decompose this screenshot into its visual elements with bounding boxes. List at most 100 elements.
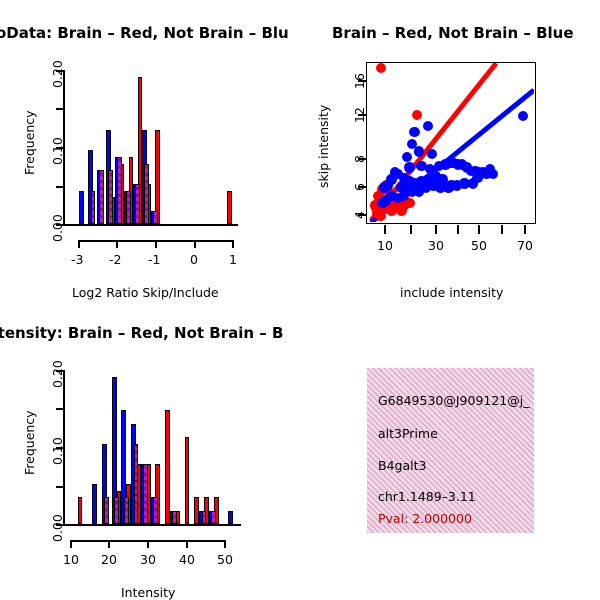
scatter-point-red (375, 63, 387, 74)
ratio-histogram-baseline (63, 224, 238, 227)
ratio-x-ticklabel-0: 0 (190, 252, 198, 267)
intensity-x-ticklabel-20: 20 (101, 552, 117, 567)
scatter-x-ticklabel-10: 10 (377, 238, 393, 253)
ratio-y-tick-020 (56, 70, 64, 72)
scatter-point-red (370, 200, 381, 211)
scatter-x-tick-60 (501, 225, 503, 234)
intensity-y-tick-015 (56, 408, 64, 410)
scatter-xlabel: include intensity (400, 285, 504, 300)
scatter-point-blue (406, 186, 418, 197)
scatter-x-tick-70 (524, 225, 526, 234)
hist-bar-overlap (133, 443, 139, 524)
scatter-point-blue (404, 176, 415, 187)
ratio-y-tick-005 (56, 186, 64, 188)
hist-bar-blue (88, 150, 93, 224)
intensity-x-ticklabel-40: 40 (179, 552, 195, 567)
gene-info-box: G6849530@J909121@j_ alt3Prime B4galt3 ch… (367, 368, 534, 533)
scatter-y-ticklabel-8: 8 (352, 155, 367, 163)
scatter-point-blue (398, 172, 410, 183)
hist-bar-overlap (108, 170, 113, 224)
hist-bar-overlap (126, 190, 131, 224)
hist-bar-red (77, 497, 83, 524)
scatter-point-blue (386, 174, 397, 185)
intensity-x-tick-20 (108, 540, 110, 548)
ratio-x-ticklabel-1: 1 (229, 252, 237, 267)
panel-intensity-histogram: ne Itensity: Brain – Red, Not Brain – B … (0, 300, 300, 600)
hist-bar-overlap (104, 497, 110, 524)
hist-bar-blue (101, 443, 107, 524)
ratio-x-tick-0 (194, 240, 196, 248)
hist-bar-overlap (143, 463, 149, 524)
scatter-point-blue (414, 186, 425, 197)
scatter-point-red (404, 197, 415, 209)
scatter-point-red (411, 109, 423, 121)
scatter-y-tick-16 (358, 80, 367, 82)
intensity-y-tick-020 (56, 370, 64, 372)
scatter-point-blue (468, 178, 479, 189)
intensity-x-tick-50 (224, 540, 226, 548)
hist-bar-overlap (123, 497, 129, 524)
scatter-y-ticklabel-12: 12 (352, 107, 367, 123)
scatter-point-blue (392, 192, 404, 204)
intensity-histogram-baseline (63, 524, 241, 527)
hist-bar-overlap (152, 497, 158, 524)
panel-ratio-histogram: RatioData: Brain – Red, Not Brain – Blu … (0, 0, 300, 300)
scatter-point-blue (377, 197, 388, 209)
hist-bar-overlap (99, 170, 104, 224)
scatter-x-tick-40 (457, 225, 459, 234)
intensity-x-tick-10 (70, 540, 72, 548)
info-line-gene-id: G6849530@J909121@j_ (378, 393, 530, 408)
scatter-point-blue (416, 176, 427, 187)
hist-bar-blue (121, 410, 127, 524)
intensity-histogram-yaxis (63, 370, 65, 525)
scatter-y-ticklabel-16: 16 (352, 73, 367, 89)
scatter-point-red (396, 205, 407, 216)
ratio-x-ticklabel-m2: -2 (109, 252, 122, 267)
scatter-y-ticklabel-4: 4 (352, 211, 367, 219)
hist-bar-red (194, 497, 200, 524)
hist-bar-red (155, 130, 160, 224)
scatter-point-blue (422, 120, 434, 132)
scatter-point-red (372, 190, 384, 202)
scatter-point-blue (406, 138, 418, 149)
scatter-point-blue (386, 190, 397, 202)
info-line-gene-symbol: B4galt3 (378, 458, 427, 473)
ratio-x-tick-1 (232, 240, 234, 248)
scatter-points-layer (367, 63, 534, 222)
intensity-y-tick-005 (56, 486, 64, 488)
scatter-point-blue (487, 168, 499, 180)
scatter-x-tick-20 (410, 225, 412, 234)
info-line-pval: Pval: 2.000000 (378, 511, 472, 526)
intensity-x-ticklabel-50: 50 (217, 552, 233, 567)
scatter-point-blue (395, 182, 407, 193)
ratio-x-tick-m3 (78, 240, 80, 248)
scatter-point-blue (430, 170, 441, 182)
scatter-point-blue (433, 160, 445, 172)
ratio-histogram-title: RatioData: Brain – Red, Not Brain – Blu (0, 24, 289, 42)
scatter-point-blue (451, 180, 463, 191)
scatter-point-blue (428, 180, 439, 191)
hist-bar-red (128, 157, 134, 224)
scatter-point-blue (424, 163, 435, 175)
scatter-point-red (386, 205, 397, 216)
scatter-point-red (388, 197, 400, 209)
hist-bar-overlap (153, 210, 158, 224)
hist-bar-overlap (211, 510, 217, 524)
scatter-point-blue (440, 159, 451, 170)
ratio-y-tick-010 (56, 147, 64, 149)
hist-bar-overlap (201, 510, 207, 524)
ratio-y-tick-015 (56, 108, 64, 110)
ratio-histogram-bars (0, 0, 300, 300)
scatter-ylabel: skip intensity (316, 104, 331, 188)
scatter-x-tick-30 (435, 225, 437, 234)
hist-bar-blue (92, 483, 98, 524)
intensity-y-tick-010 (56, 447, 64, 449)
hist-bar-red (165, 410, 170, 524)
scatter-x-ticklabel-30: 30 (428, 238, 444, 253)
info-line-locus: chr1.1489–3.11 (378, 489, 476, 504)
scatter-point-blue (426, 148, 437, 160)
scatter-y-tick-6 (358, 186, 367, 188)
scatter-point-blue (379, 182, 390, 193)
scatter-point-blue (414, 146, 425, 157)
intensity-x-tick-40 (186, 540, 188, 548)
